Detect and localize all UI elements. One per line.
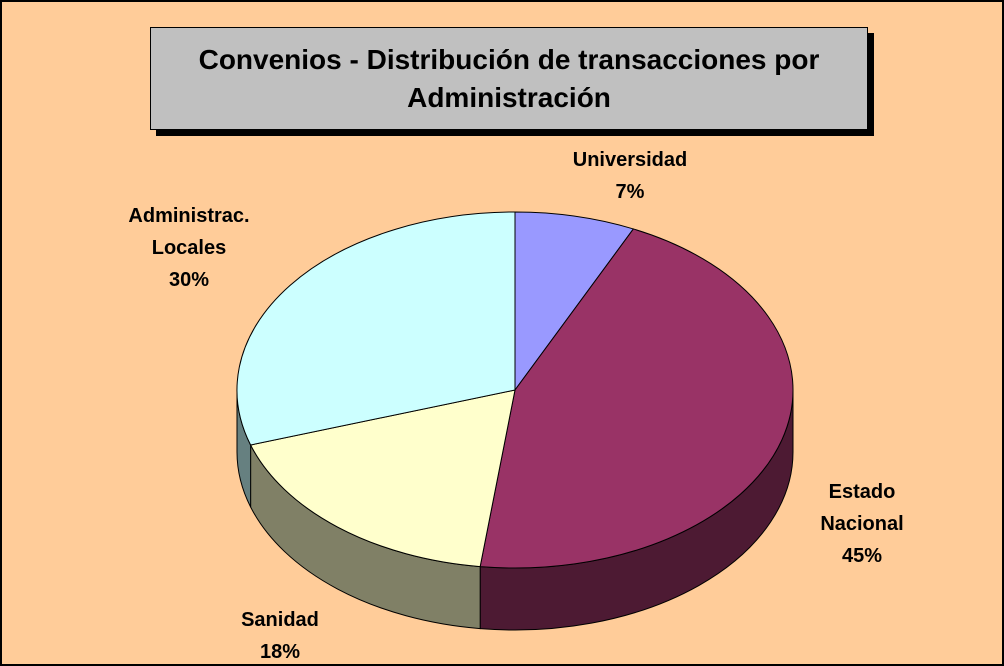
category-label: Universidad <box>572 149 688 171</box>
value-label: 30% <box>168 269 210 291</box>
category-label: Sanidad <box>241 609 319 631</box>
value-label: 18% <box>259 641 301 663</box>
slice-label: Estado Nacional 45% <box>797 476 927 572</box>
slice <box>236 211 516 446</box>
slice-label: Universidad 7% <box>530 144 730 208</box>
category-label: Administrac. Locales <box>128 205 250 259</box>
slice <box>249 389 516 568</box>
slice <box>479 228 794 569</box>
value-label: 45% <box>841 545 883 567</box>
value-label: 7% <box>615 181 645 203</box>
slice-label: Sanidad 18% <box>200 604 360 664</box>
chart-title: Convenios - Distribución de transaccione… <box>150 27 868 130</box>
category-label: Estado Nacional <box>820 481 904 535</box>
slice <box>514 211 635 392</box>
slice-label: Administrac. Locales 30% <box>104 200 274 296</box>
